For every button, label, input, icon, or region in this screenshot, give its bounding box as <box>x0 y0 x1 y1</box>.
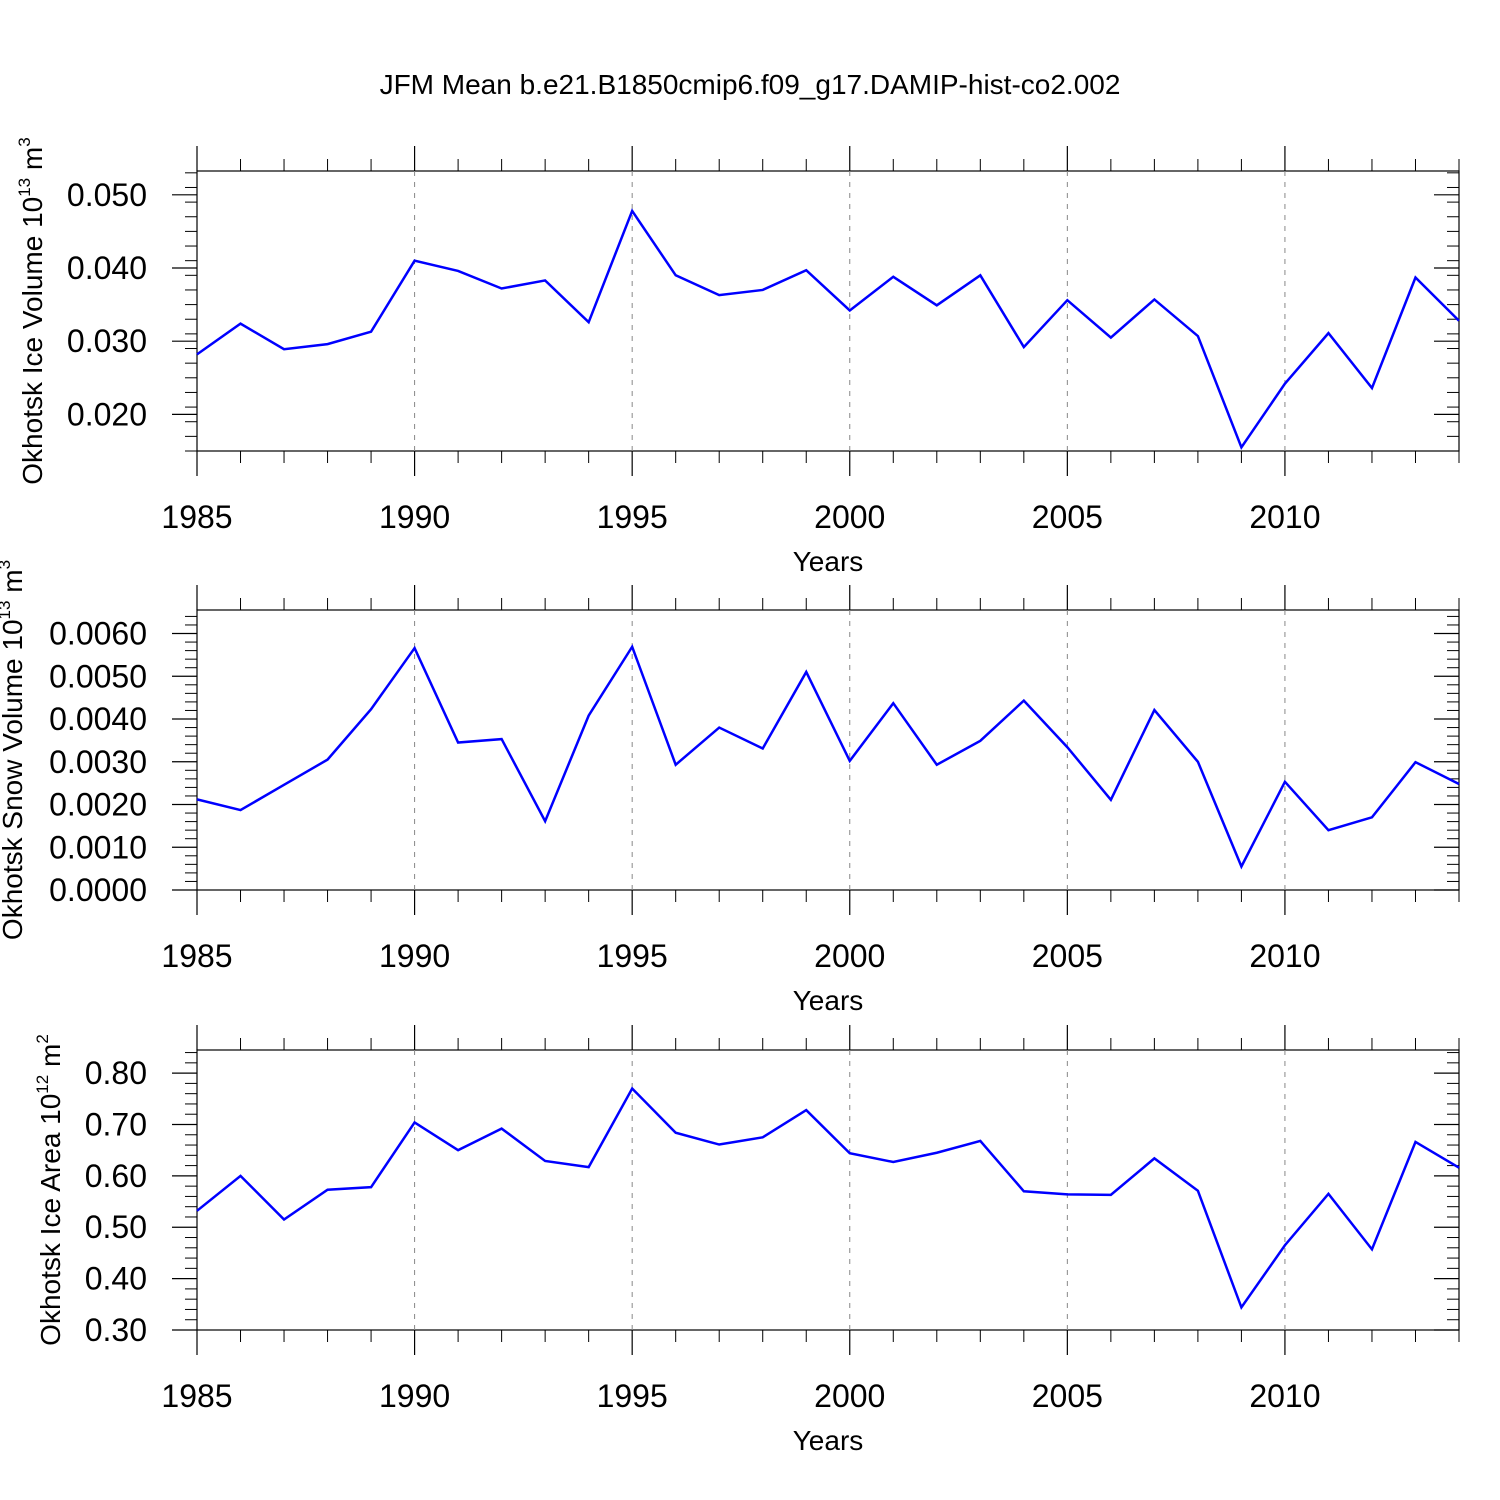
y-axis-label: Okhotsk Ice Volume 1013 m3 <box>15 137 48 484</box>
y-tick-label: 0.0000 <box>49 872 147 908</box>
x-tick-label: 2005 <box>1032 499 1103 535</box>
y-axis-label-text: Okhotsk Ice Volume 10 <box>17 197 48 485</box>
y-tick-label: 0.020 <box>67 396 147 432</box>
y-tick-label: 0.0040 <box>49 701 147 737</box>
x-tick-label: 1990 <box>379 499 450 535</box>
x-tick-label: 2000 <box>814 938 885 974</box>
x-tick-label: 1990 <box>379 938 450 974</box>
y-tick-label: 0.0030 <box>49 744 147 780</box>
x-tick-label: 1985 <box>161 1378 232 1414</box>
y-tick-label: 0.030 <box>67 323 147 359</box>
x-tick-label: 1990 <box>379 1378 450 1414</box>
plot-frame <box>196 170 1460 452</box>
x-tick-label: 1995 <box>597 938 668 974</box>
y-tick-label: 0.0020 <box>49 787 147 823</box>
y-axis-label-text: Okhotsk Ice Area 10 <box>35 1094 66 1346</box>
panel-snow-volume: 1985 1990 1995 2000 2005 2010 0.0000 0.0010 0.00… <box>0 560 1460 1016</box>
x-tick-label: 2000 <box>814 499 885 535</box>
panel-ice-area: 1985 1990 1995 2000 2005 2010 0.30 0.40 0.50 0.60… <box>33 1025 1460 1456</box>
y-axis-label-unit-exponent: 2 <box>33 1034 52 1043</box>
y-axis-label-text: Okhotsk Snow Volume 10 <box>0 619 28 940</box>
x-tick-label: 1985 <box>161 938 232 974</box>
y-axis-label-exponent: 13 <box>0 601 14 620</box>
y-tick-label: 0.0060 <box>49 616 147 652</box>
x-axis-label: Years <box>793 546 864 577</box>
x-axis-label: Years <box>793 985 864 1016</box>
x-tick-label: 2005 <box>1032 938 1103 974</box>
x-tick-label: 2000 <box>814 1378 885 1414</box>
y-axis-label-exponent: 13 <box>15 178 34 197</box>
x-tick-label: 2010 <box>1249 1378 1320 1414</box>
y-axis-label-unit-exponent: 3 <box>15 137 34 146</box>
x-axis-label: Years <box>793 1425 864 1456</box>
y-axis-label: Okhotsk Ice Area 1012 m2 <box>33 1034 66 1346</box>
y-tick-label: 0.70 <box>85 1106 147 1142</box>
y-tick-label: 0.40 <box>85 1261 147 1297</box>
plot-frame <box>196 1049 1460 1331</box>
y-axis-label-unit: m <box>35 1044 66 1075</box>
y-tick-label: 0.80 <box>85 1055 147 1091</box>
y-axis-label: Okhotsk Snow Volume 1013 m3 <box>0 560 28 940</box>
y-tick-label: 0.0050 <box>49 658 147 694</box>
y-axis-label-unit: m <box>0 569 28 600</box>
x-tick-label: 1985 <box>161 499 232 535</box>
x-tick-label: 1995 <box>597 1378 668 1414</box>
series-line <box>196 643 1460 870</box>
plot-frame <box>196 609 1460 891</box>
y-tick-label: 0.60 <box>85 1158 147 1194</box>
y-tick-label: 0.0010 <box>49 829 147 865</box>
y-tick-label: 0.50 <box>85 1209 147 1245</box>
figure-title: JFM Mean b.e21.B1850cmip6.f09_g17.DAMIP-… <box>380 69 1121 100</box>
panel-ice-volume: 1985 1990 1995 2000 2005 2010 0.020 0.030 0.040 0… <box>15 137 1460 577</box>
series-line <box>196 1086 1460 1311</box>
series-line <box>196 208 1460 450</box>
y-axis-label-unit: m <box>17 147 48 178</box>
x-tick-label: 2010 <box>1249 938 1320 974</box>
y-tick-label: 0.30 <box>85 1312 147 1348</box>
x-tick-label: 1995 <box>597 499 668 535</box>
y-tick-label: 0.040 <box>67 250 147 286</box>
x-tick-label: 2010 <box>1249 499 1320 535</box>
y-tick-label: 0.050 <box>67 177 147 213</box>
x-tick-label: 2005 <box>1032 1378 1103 1414</box>
y-axis-label-exponent: 12 <box>33 1075 52 1094</box>
y-axis-label-unit-exponent: 3 <box>0 560 14 569</box>
